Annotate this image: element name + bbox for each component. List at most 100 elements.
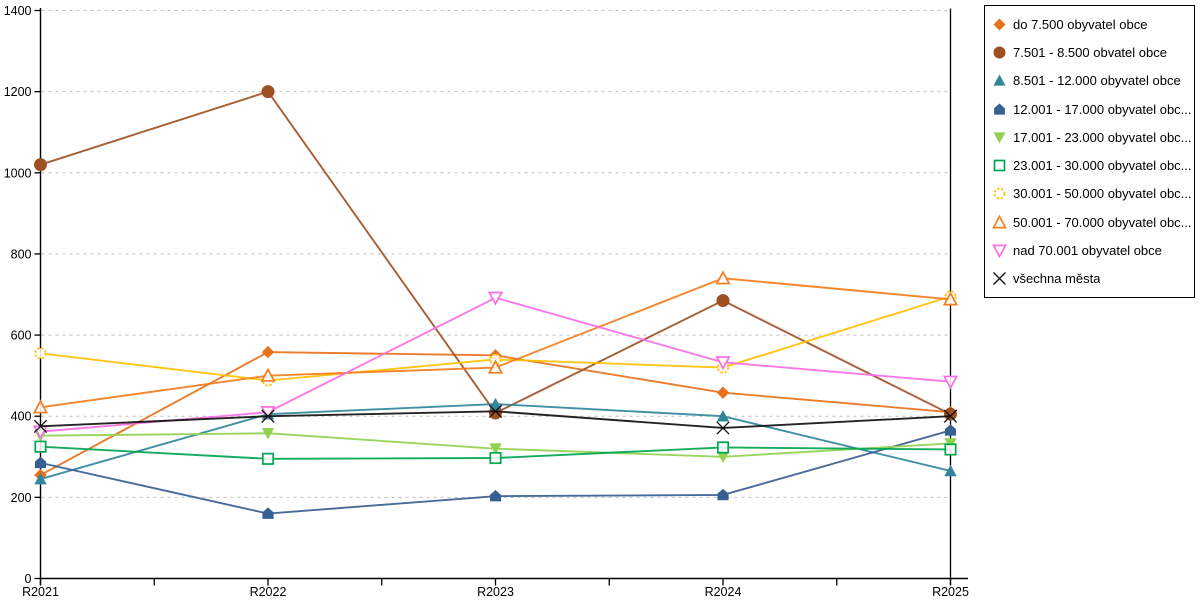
series-marker-x-cross bbox=[943, 409, 958, 423]
series-marker-triangle-down bbox=[489, 443, 502, 455]
series-marker-triangle-down bbox=[993, 132, 1006, 144]
y-axis-tick-label: 800 bbox=[11, 247, 32, 261]
series-4 bbox=[34, 424, 957, 519]
series-marker-triangle-down-open bbox=[992, 244, 1007, 259]
legend-label: 17.001 - 23.000 obyvatel obc... bbox=[1013, 129, 1192, 145]
legend-item-6[interactable]: 23.001 - 30.000 obyvatel obc... bbox=[992, 155, 1192, 177]
series-marker-square-open bbox=[993, 159, 1006, 172]
series-marker-circle bbox=[944, 407, 957, 421]
series-5 bbox=[34, 427, 957, 463]
series-marker-pentagon bbox=[717, 488, 729, 501]
series-marker-triangle-down bbox=[716, 451, 730, 463]
legend-square-open-icon bbox=[993, 159, 1006, 172]
series-marker-x-cross bbox=[716, 421, 730, 435]
x-axis-tick-label: R2022 bbox=[250, 585, 287, 599]
legend-label: 7.501 - 8.500 obvatel obce bbox=[1013, 44, 1167, 60]
legend-triangle-open-icon bbox=[992, 214, 1007, 229]
series-marker-pentagon bbox=[489, 489, 502, 502]
series-marker-circle bbox=[34, 158, 47, 172]
series-marker-diamond bbox=[261, 345, 275, 359]
series-marker-pentagon bbox=[994, 103, 1005, 115]
y-axis-tick-label: 1400 bbox=[4, 4, 32, 18]
series-2 bbox=[34, 85, 957, 421]
series-marker-diamond bbox=[716, 386, 730, 399]
legend-label: 8.501 - 12.000 obyvatel obce bbox=[1013, 73, 1181, 89]
series-marker-pentagon bbox=[944, 424, 957, 436]
legend-triangle-up-icon bbox=[993, 74, 1006, 86]
series-marker-square-open bbox=[261, 452, 275, 465]
legend-x-cross-icon bbox=[993, 272, 1006, 286]
y-axis-tick-label: 1000 bbox=[4, 166, 32, 180]
legend-item-5[interactable]: 17.001 - 23.000 obyvatel obc... bbox=[992, 126, 1192, 148]
series-marker-square-open bbox=[716, 441, 730, 454]
series-marker-circle-open bbox=[34, 347, 47, 360]
axes: 0 200 400 600 800 1000 1200 1400 R2021 R2022 R2023… bbox=[4, 4, 969, 599]
series-marker-pentagon bbox=[34, 456, 47, 469]
series-marker-triangle-up bbox=[716, 410, 730, 422]
legend-pentagon-icon bbox=[994, 103, 1005, 115]
series-marker-triangle-up bbox=[944, 464, 957, 477]
series-marker-diamond bbox=[993, 18, 1006, 31]
y-axis-tick-label: 200 bbox=[11, 491, 32, 505]
legend-label: do 7.500 obyvatel obce bbox=[1013, 16, 1148, 32]
legend-label: 12.001 - 17.000 obyvatel obc... bbox=[1013, 101, 1192, 117]
series-marker-pentagon bbox=[262, 507, 274, 519]
y-axis-tick-label: 600 bbox=[11, 329, 32, 343]
series-marker-x-cross bbox=[261, 409, 275, 423]
series-marker-circle bbox=[489, 406, 502, 420]
x-axis-tick-label: R2021 bbox=[22, 585, 59, 599]
series-marker-circle bbox=[261, 85, 275, 99]
series-marker-triangle-open bbox=[487, 359, 504, 374]
legend-label: 30.001 - 50.000 obyvatel obc... bbox=[1013, 186, 1192, 202]
legend-item-7[interactable]: 30.001 - 50.000 obyvatel obc... bbox=[992, 183, 1192, 205]
series-marker-triangle-open bbox=[992, 214, 1007, 229]
series-marker-square-open bbox=[34, 440, 47, 453]
legend-item-2[interactable]: 7.501 - 8.500 obvatel obce bbox=[992, 41, 1192, 63]
series-10 bbox=[33, 404, 958, 435]
legend-diamond-icon bbox=[993, 18, 1006, 31]
series-marker-x-cross bbox=[33, 419, 48, 434]
y-axis-tick-label: 0 bbox=[25, 572, 32, 586]
x-axis-tick-label: R2024 bbox=[705, 585, 742, 599]
series-6 bbox=[34, 440, 957, 465]
legend-circle-icon bbox=[993, 46, 1006, 59]
series-marker-triangle-down bbox=[261, 427, 275, 440]
chart-legend: do 7.500 obyvatel obce 7.501 - 8.500 obva… bbox=[984, 5, 1195, 298]
legend-label: nad 70.001 obyvatel obce bbox=[1013, 243, 1162, 259]
legend-item-8[interactable]: 50.001 - 70.000 obyvatel obc... bbox=[992, 211, 1192, 233]
series-marker-triangle-up bbox=[34, 472, 47, 485]
legend-item-4[interactable]: 12.001 - 17.000 obyvatel obc... bbox=[992, 98, 1192, 120]
series-marker-x-cross bbox=[488, 404, 503, 419]
series-marker-square-open bbox=[489, 451, 502, 465]
series-marker-triangle-down-open bbox=[715, 356, 731, 371]
series-marker-circle-open bbox=[993, 188, 1006, 200]
series-marker-triangle-down-open bbox=[942, 375, 959, 390]
series-marker-circle-open bbox=[489, 353, 502, 366]
series-8 bbox=[32, 270, 959, 414]
series-marker-triangle-up bbox=[489, 397, 502, 410]
series-marker-square-open bbox=[944, 443, 957, 456]
y-axis-tick-label: 400 bbox=[11, 410, 32, 424]
legend-label: všechna města bbox=[1013, 271, 1101, 287]
y-axis-tick-label: 1200 bbox=[4, 85, 32, 99]
series-marker-triangle-open bbox=[260, 367, 276, 382]
series-marker-circle bbox=[716, 294, 730, 308]
series-marker-triangle-open bbox=[715, 270, 731, 285]
x-axis-tick-label: R2023 bbox=[477, 585, 514, 599]
series-marker-triangle-open bbox=[32, 399, 49, 414]
x-axis-tick-label: R2025 bbox=[932, 585, 969, 599]
series-marker-circle bbox=[993, 46, 1006, 59]
legend-item-3[interactable]: 8.501 - 12.000 obyvatel obce bbox=[992, 70, 1192, 92]
legend-item-1[interactable]: do 7.500 obyvatel obce bbox=[992, 13, 1192, 35]
legend-item-9[interactable]: nad 70.001 obyvatel obce bbox=[992, 240, 1192, 262]
legend-circle-open-icon bbox=[993, 188, 1006, 200]
series-marker-triangle-open bbox=[942, 291, 959, 306]
legend-triangle-down-open-icon bbox=[992, 244, 1007, 259]
legend-item-10[interactable]: všechna města bbox=[992, 268, 1192, 290]
series-marker-triangle-up bbox=[993, 74, 1006, 86]
legend-label: 23.001 - 30.000 obyvatel obc... bbox=[1013, 158, 1192, 174]
legend-triangle-down-icon bbox=[993, 132, 1006, 144]
series-marker-triangle-down-open bbox=[487, 291, 504, 306]
